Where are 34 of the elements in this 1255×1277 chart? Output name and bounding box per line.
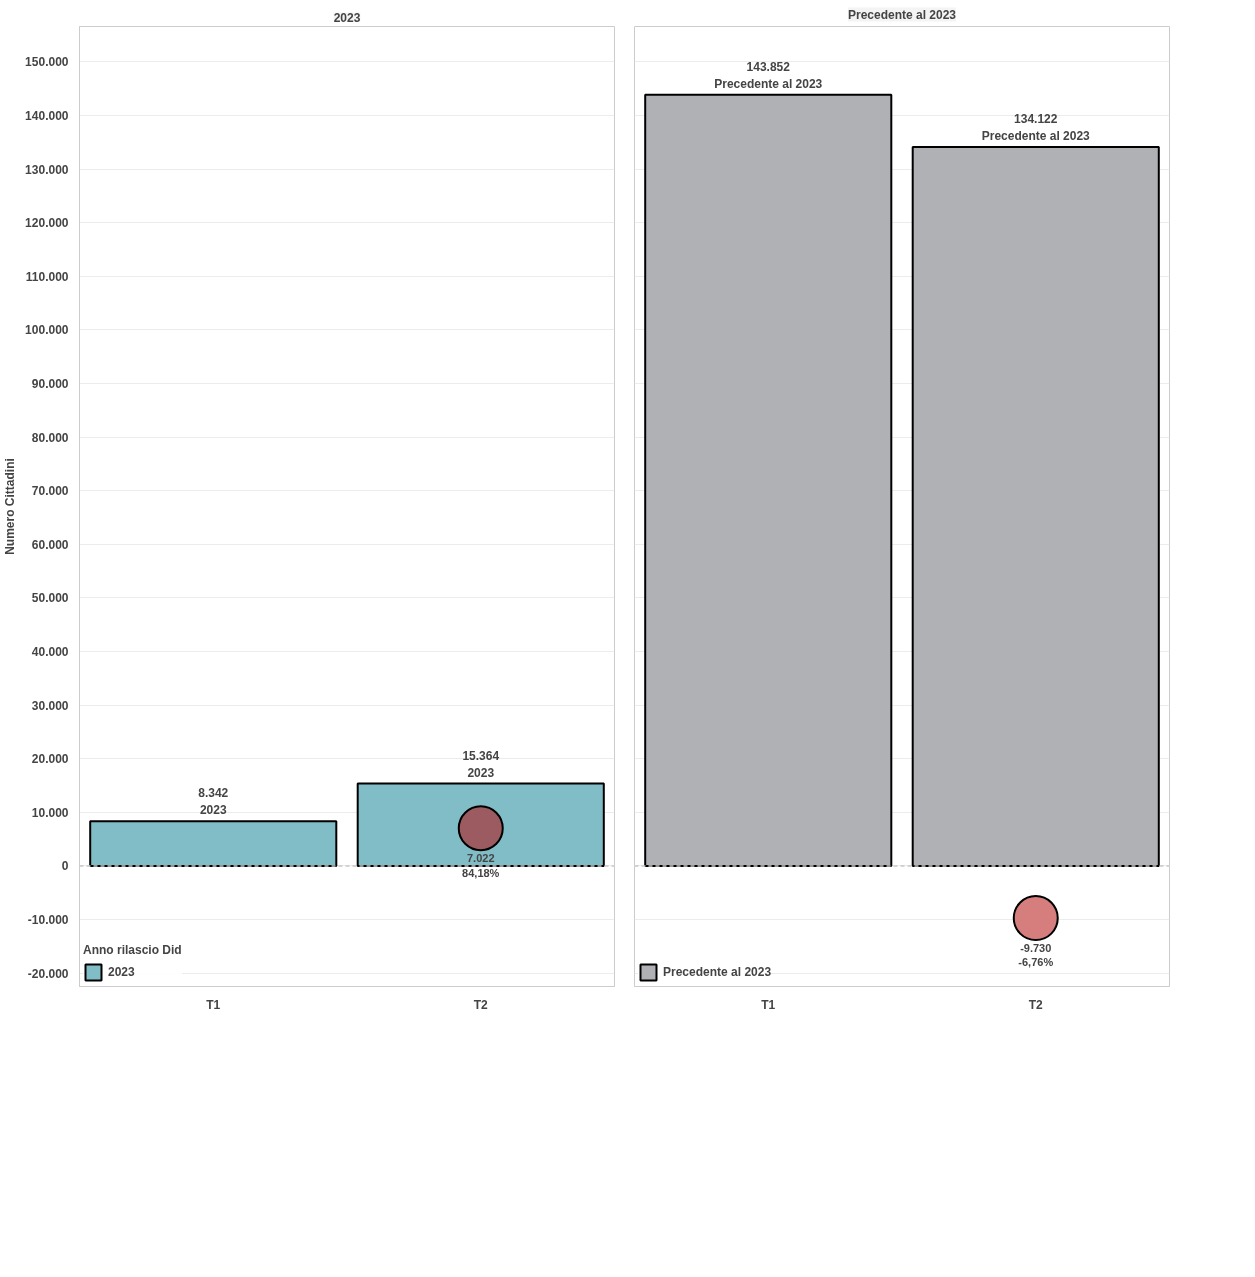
y-tick-label: 110.000 — [25, 269, 69, 284]
y-tick-label: -20.000 — [27, 966, 69, 981]
y-tick-label: 20.000 — [31, 752, 69, 767]
y-tick-label: 100.000 — [25, 323, 69, 338]
data-label: 8.342 2023 — [198, 786, 229, 818]
data-label: 15.364 2023 — [462, 748, 500, 780]
x-tick-label: T2 — [473, 997, 489, 1012]
y-tick-label: 50.000 — [31, 591, 69, 606]
legend-label: Precedente al 2023 — [663, 965, 772, 979]
y-tick-label: 0 — [61, 859, 69, 874]
y-tick-label: 90.000 — [31, 376, 69, 391]
y-tick-label: 80.000 — [31, 430, 69, 445]
chart-title: 2023 — [333, 10, 361, 25]
y-tick-label: 70.000 — [31, 484, 69, 499]
y-tick-label: 30.000 — [31, 698, 69, 713]
y-tick-label: 140.000 — [25, 108, 69, 123]
chart-title: Precedente al 2023 — [847, 7, 957, 22]
y-tick-label: 40.000 — [31, 644, 69, 659]
data-label: 7.022 84,18% — [462, 852, 500, 879]
y-tick-label: 60.000 — [31, 537, 69, 552]
y-axis-title: Numero Cittadini — [3, 458, 18, 555]
y-tick-label: 120.000 — [25, 216, 69, 231]
x-tick-label: T1 — [761, 997, 776, 1012]
y-tick-label: -10.000 — [27, 913, 69, 927]
x-tick-label: T1 — [206, 997, 221, 1012]
data-label: 134.122 Precedente al 2023 — [981, 112, 1091, 143]
y-tick-label: 130.000 — [25, 162, 69, 177]
legend-title: Anno rilascio Did — [83, 943, 182, 957]
x-tick-label: T2 — [1028, 997, 1044, 1012]
y-tick-label: 150.000 — [25, 55, 69, 70]
legend-label: 2023 — [108, 965, 135, 979]
y-tick-label: 10.000 — [31, 805, 69, 820]
data-label: 143.852 Precedente al 2023 — [714, 60, 823, 91]
data-label: -9.730 -6,76% — [1018, 942, 1054, 969]
